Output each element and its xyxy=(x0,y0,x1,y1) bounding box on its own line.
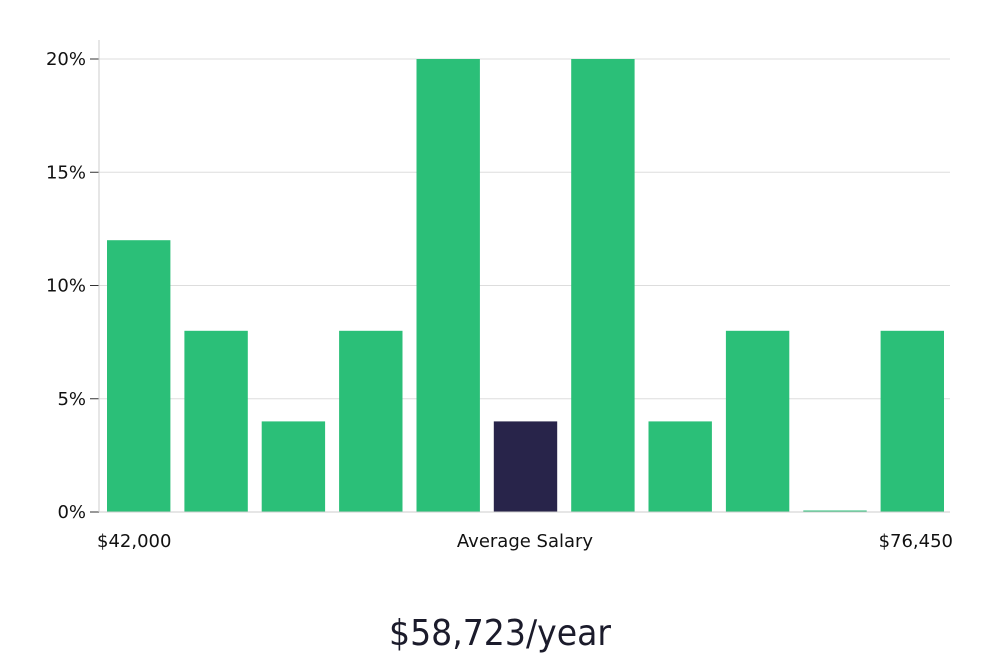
y-tick-label: 15% xyxy=(46,162,86,183)
y-tick-labels: 0% 5% 10% 15% 20% xyxy=(46,49,86,523)
salary-histogram: 0% 5% 10% 15% 20% $42,000 Average Salary $76… xyxy=(46,40,953,552)
axes xyxy=(90,40,950,513)
y-tick-label: 20% xyxy=(46,49,86,70)
grid-lines xyxy=(99,58,950,400)
y-tick-label: 10% xyxy=(46,276,86,297)
bars xyxy=(107,59,944,512)
x-axis-labels: $42,000 Average Salary $76,450 xyxy=(97,531,953,552)
bar xyxy=(648,421,712,512)
bar xyxy=(416,59,480,512)
bar xyxy=(184,330,248,512)
bar-average-salary xyxy=(493,421,558,512)
bar xyxy=(339,330,403,512)
average-salary-readout: $58,723/year xyxy=(388,613,612,654)
bar xyxy=(261,421,326,512)
y-tick-label: 0% xyxy=(57,502,86,523)
bar xyxy=(880,330,944,512)
bar xyxy=(107,240,171,512)
x-max-label: $76,450 xyxy=(879,531,953,552)
x-min-label: $42,000 xyxy=(97,531,171,552)
bar xyxy=(571,59,635,512)
bar xyxy=(725,330,790,512)
x-center-label: Average Salary xyxy=(457,531,594,552)
y-tick-label: 5% xyxy=(57,389,86,410)
bar xyxy=(803,510,867,512)
